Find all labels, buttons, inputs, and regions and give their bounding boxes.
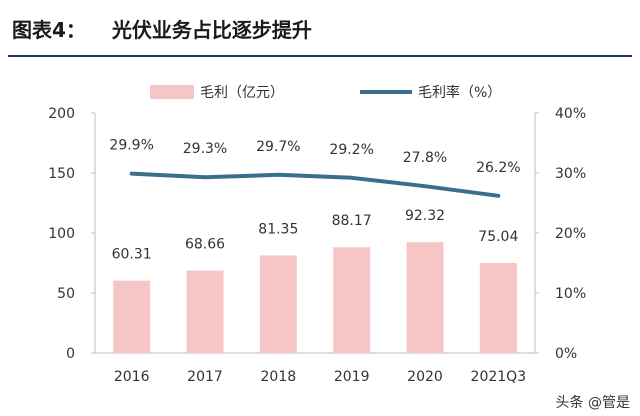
line-point-gross-margin	[350, 176, 354, 180]
line-point-gross-margin	[496, 194, 500, 198]
title-divider	[8, 55, 632, 57]
line-value-label: 29.2%	[329, 142, 373, 158]
left-axis-tick-label: 50	[57, 286, 75, 302]
left-axis-tick-label: 0	[66, 346, 75, 362]
line-value-label: 29.9%	[109, 138, 153, 154]
x-axis-category-label: 2016	[114, 369, 150, 385]
right-axis-tick-label: 20%	[555, 226, 586, 242]
legend-label-gross-margin: 毛利率（%）	[418, 84, 501, 101]
bar-value-label: 81.35	[258, 221, 298, 237]
x-axis-category-label: 2021Q3	[471, 369, 527, 385]
line-gross-margin	[129, 171, 501, 198]
left-axis-tick-label: 100	[48, 226, 75, 242]
bar-value-label: 60.31	[112, 247, 152, 263]
figure-label: 图表4：	[12, 18, 86, 42]
right-axis-tick-label: 30%	[555, 166, 586, 182]
x-axis-category-label: 2018	[261, 369, 297, 385]
line-value-label: 27.8%	[403, 150, 447, 166]
line-point-gross-margin	[130, 172, 134, 176]
bar-gross-profit	[479, 262, 517, 353]
right-axis-tick-label: 40%	[555, 106, 586, 122]
figure-title: 图表4： 光伏业务占比逐步提升	[12, 14, 312, 43]
line-value-label: 29.7%	[256, 139, 300, 155]
x-axis-category-label: 2019	[334, 369, 370, 385]
right-axis-tick-label: 10%	[555, 286, 586, 302]
bar-value-label: 68.66	[185, 237, 225, 253]
bar-gross-profit	[113, 280, 151, 353]
bar-gross-profit	[333, 247, 371, 353]
watermark: 头条 @管是	[555, 395, 630, 411]
line-value-label: 29.3%	[183, 141, 227, 157]
x-axis-category-label: 2017	[187, 369, 223, 385]
figure-title-text: 光伏业务占比逐步提升	[111, 18, 312, 42]
bar-value-label: 88.17	[332, 213, 372, 229]
legend-label-gross-profit: 毛利（亿元）	[200, 85, 284, 101]
bar-gross-profit	[186, 270, 224, 353]
left-axis-tick-label: 200	[48, 106, 75, 122]
bar-value-label: 75.04	[478, 229, 518, 245]
left-axis-tick-label: 150	[48, 166, 75, 182]
bar-gross-profit	[406, 242, 444, 353]
line-point-gross-margin	[276, 173, 280, 177]
x-axis-category-label: 2020	[407, 369, 443, 385]
bar-gross-profit	[259, 255, 297, 353]
right-axis-tick-label: 0%	[555, 346, 577, 362]
line-value-label: 26.2%	[476, 160, 520, 176]
line-point-gross-margin	[423, 184, 427, 188]
legend-swatch-gross-profit	[150, 85, 194, 99]
line-point-gross-margin	[203, 175, 207, 179]
bar-value-label: 92.32	[405, 208, 445, 224]
